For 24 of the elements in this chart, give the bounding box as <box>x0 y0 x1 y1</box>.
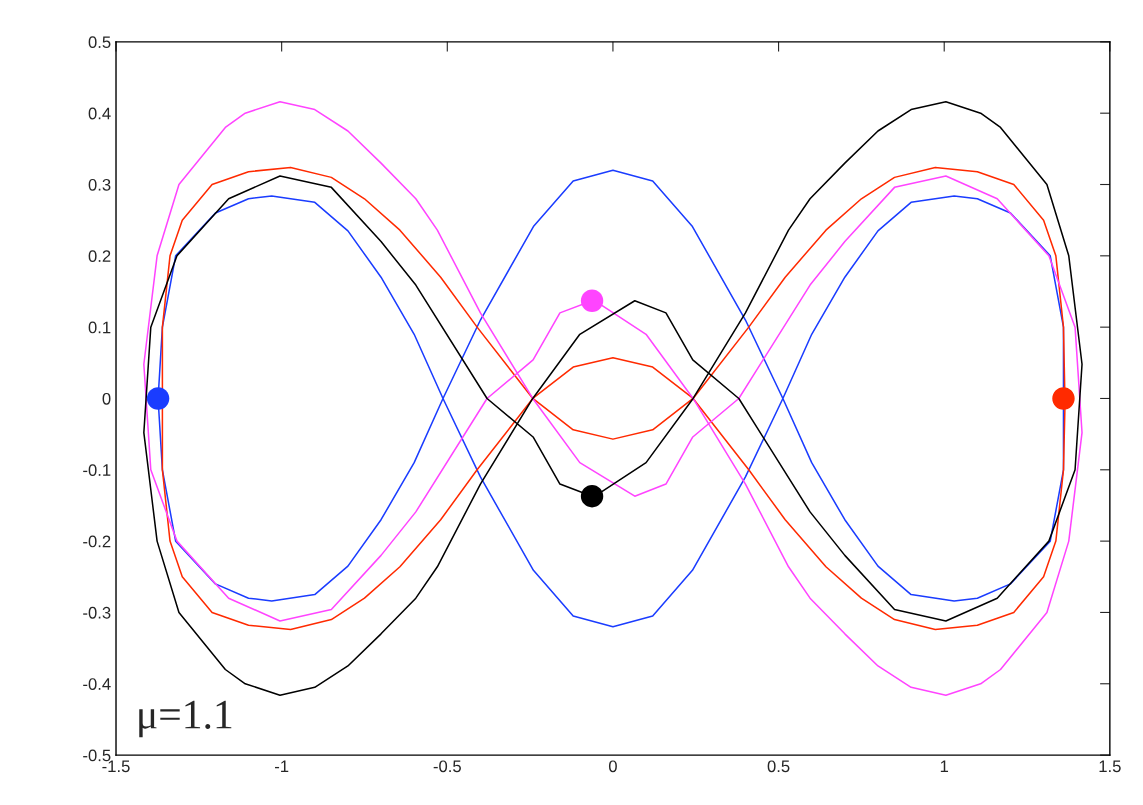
y-tick-label: 0.4 <box>88 107 111 120</box>
x-tick-label: 1 <box>940 760 949 773</box>
x-tick-label: 0.5 <box>767 760 790 773</box>
y-tick-label: 0 <box>102 392 111 405</box>
point <box>580 484 604 508</box>
y-tick-label: 0.2 <box>88 250 111 263</box>
y-tick-label: -0.1 <box>83 464 111 476</box>
point <box>146 387 170 410</box>
x-tick-label: -0.5 <box>433 760 461 773</box>
line-series <box>143 101 1083 696</box>
y-tick-label: 0.5 <box>88 36 111 49</box>
annotation: μ=1.1 <box>139 700 232 738</box>
y-tick-label: 0.1 <box>88 321 111 334</box>
y-tick-label: -0.3 <box>83 606 111 619</box>
point <box>580 289 604 312</box>
y-tick-label: -0.5 <box>83 749 111 762</box>
y-tick-label: -0.2 <box>83 535 111 548</box>
x-tick-label: 0 <box>608 760 617 773</box>
y-tick-label: 0.3 <box>88 178 111 191</box>
x-tick-label: 1.5 <box>1099 760 1121 773</box>
x-tick-label: -1 <box>274 760 289 773</box>
y-tick-label: -0.4 <box>83 678 111 690</box>
point <box>1052 387 1075 410</box>
x-tick-label: -1.5 <box>102 760 130 773</box>
